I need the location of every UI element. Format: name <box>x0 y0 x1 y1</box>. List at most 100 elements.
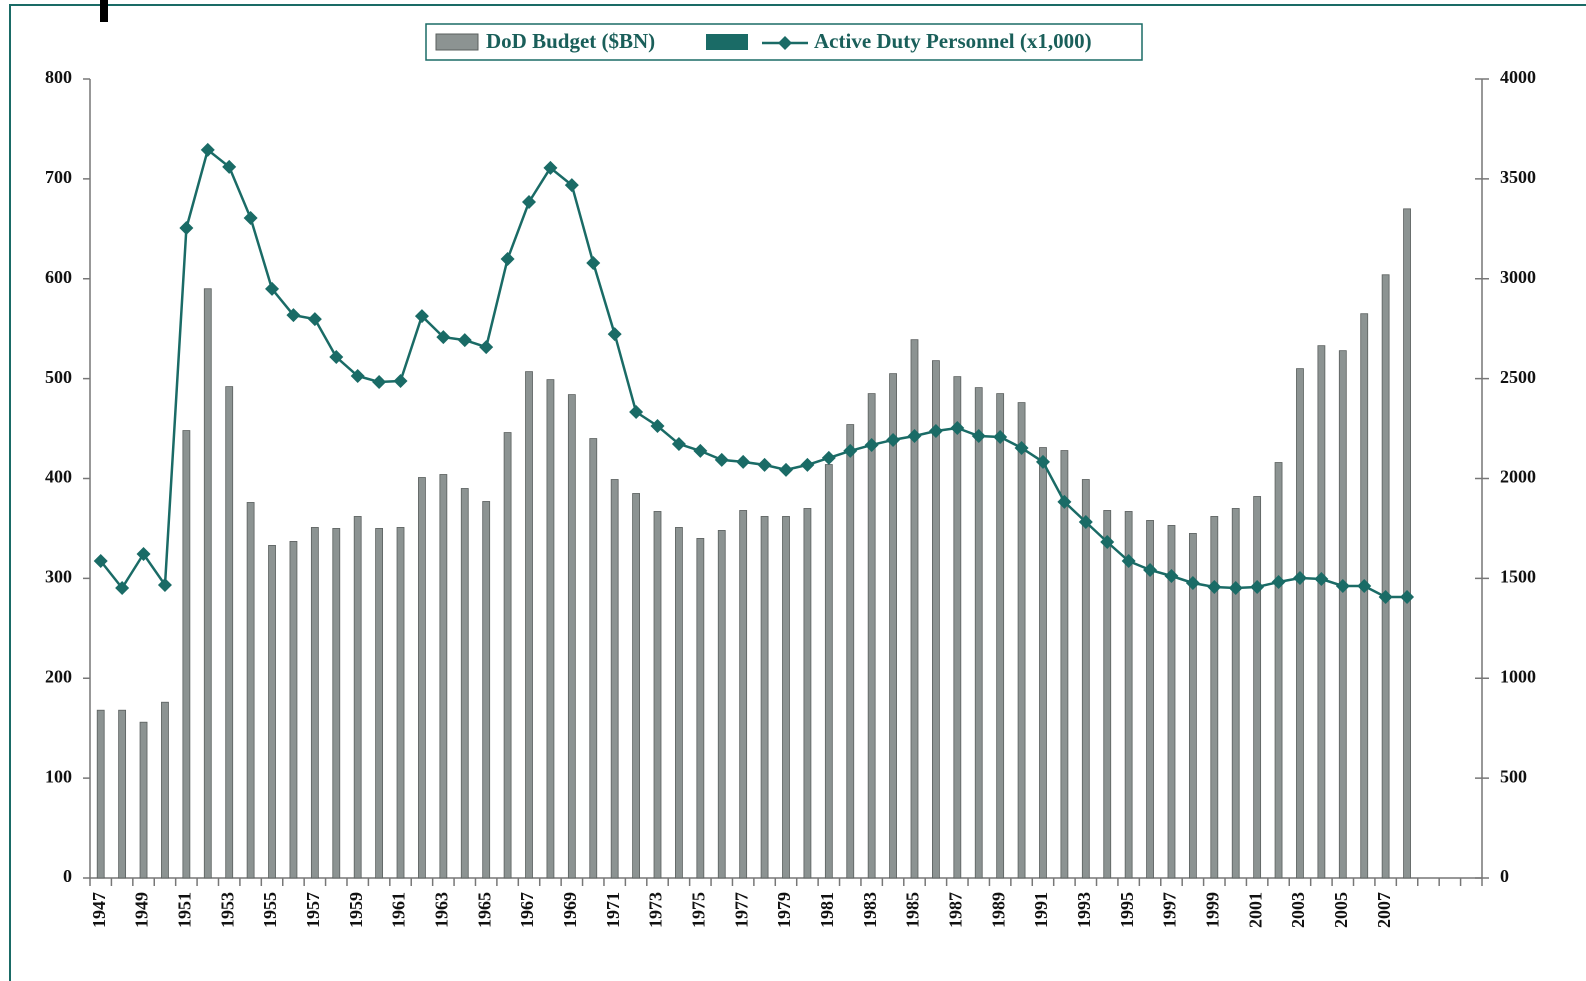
bar <box>439 474 448 879</box>
legend-label: DoD Budget ($BN) <box>486 29 655 53</box>
legend-swatch <box>435 33 479 51</box>
point <box>800 457 815 472</box>
y2-tick-label: 2500 <box>1500 367 1536 387</box>
x-tick-label: 1973 <box>646 892 666 928</box>
x-tick-label: 1989 <box>988 892 1008 928</box>
point <box>1185 575 1200 590</box>
y-tick-label: 400 <box>45 467 72 487</box>
bar <box>1253 496 1262 879</box>
x-tick-label: 1947 <box>89 892 109 928</box>
point <box>479 340 494 355</box>
point <box>714 452 729 467</box>
bar <box>610 479 619 879</box>
bar <box>803 508 812 879</box>
point <box>286 308 301 323</box>
bar <box>353 516 362 879</box>
point <box>243 211 258 226</box>
bar <box>1317 345 1326 879</box>
bar <box>1167 525 1176 879</box>
point <box>457 333 472 348</box>
bar <box>1017 402 1026 879</box>
bar <box>203 288 212 879</box>
frame <box>9 4 1586 981</box>
bar <box>696 538 705 879</box>
bar <box>1381 274 1390 879</box>
point <box>1164 568 1179 583</box>
point <box>1121 553 1136 568</box>
y-tick-label: 0 <box>63 866 72 886</box>
point <box>821 450 836 465</box>
point <box>1207 579 1222 594</box>
bar <box>1296 368 1304 879</box>
x-tick-label: 1977 <box>731 892 751 928</box>
bar <box>503 432 512 879</box>
bar <box>268 545 276 879</box>
point <box>843 443 858 458</box>
bar <box>289 541 298 879</box>
point <box>864 437 879 452</box>
x-tick-label: 1995 <box>1117 892 1137 928</box>
point <box>586 255 601 270</box>
point <box>1035 454 1050 469</box>
point <box>1228 580 1243 595</box>
y2-tick-label: 1500 <box>1500 567 1536 587</box>
x-tick-label: 1975 <box>688 892 708 928</box>
point <box>222 159 237 174</box>
point <box>157 577 172 592</box>
point <box>1357 578 1372 593</box>
x-tick-label: 2005 <box>1331 892 1351 928</box>
point <box>200 142 215 157</box>
point <box>1314 571 1329 586</box>
point <box>993 429 1008 444</box>
x-tick-label: 1985 <box>903 892 923 928</box>
point <box>671 436 686 451</box>
x-tick-label: 1959 <box>346 892 366 928</box>
point <box>1378 589 1393 604</box>
y-tick-label: 300 <box>45 567 72 587</box>
bar <box>782 516 790 879</box>
point <box>928 423 943 438</box>
bar <box>932 360 940 879</box>
point <box>1292 570 1307 585</box>
bar <box>824 464 833 879</box>
bar <box>310 527 319 879</box>
bar <box>717 530 726 879</box>
x-tick-label: 1953 <box>217 892 237 928</box>
bar <box>1403 208 1411 879</box>
bar <box>525 371 533 879</box>
bar <box>1124 511 1133 879</box>
point <box>1335 578 1350 593</box>
point <box>414 309 429 324</box>
bar <box>1338 350 1347 879</box>
bar <box>332 528 341 879</box>
x-tick-label: 1991 <box>1031 892 1051 928</box>
y2-tick-label: 3500 <box>1500 167 1536 187</box>
bar <box>1210 516 1219 879</box>
bar <box>589 438 598 879</box>
bar <box>739 510 748 879</box>
point <box>564 178 579 193</box>
point <box>1400 589 1415 604</box>
point <box>179 221 194 236</box>
point <box>393 374 408 389</box>
point <box>372 375 387 390</box>
bar <box>161 701 169 879</box>
x-tick-label: 1999 <box>1202 892 1222 928</box>
point <box>693 443 708 458</box>
point <box>350 369 365 384</box>
x-tick-label: 1963 <box>431 892 451 928</box>
x-tick-label: 1987 <box>945 892 965 928</box>
y-tick-label: 700 <box>45 167 72 187</box>
point <box>1014 440 1029 455</box>
point <box>629 404 644 419</box>
bar <box>653 511 662 879</box>
x-tick-label: 1961 <box>389 892 409 928</box>
point <box>543 160 558 175</box>
x-tick-label: 1971 <box>603 892 623 928</box>
point <box>650 418 665 433</box>
bar <box>760 516 769 879</box>
bar <box>675 527 683 879</box>
point <box>886 432 901 447</box>
x-tick-label: 1967 <box>517 892 537 928</box>
point <box>93 553 108 568</box>
